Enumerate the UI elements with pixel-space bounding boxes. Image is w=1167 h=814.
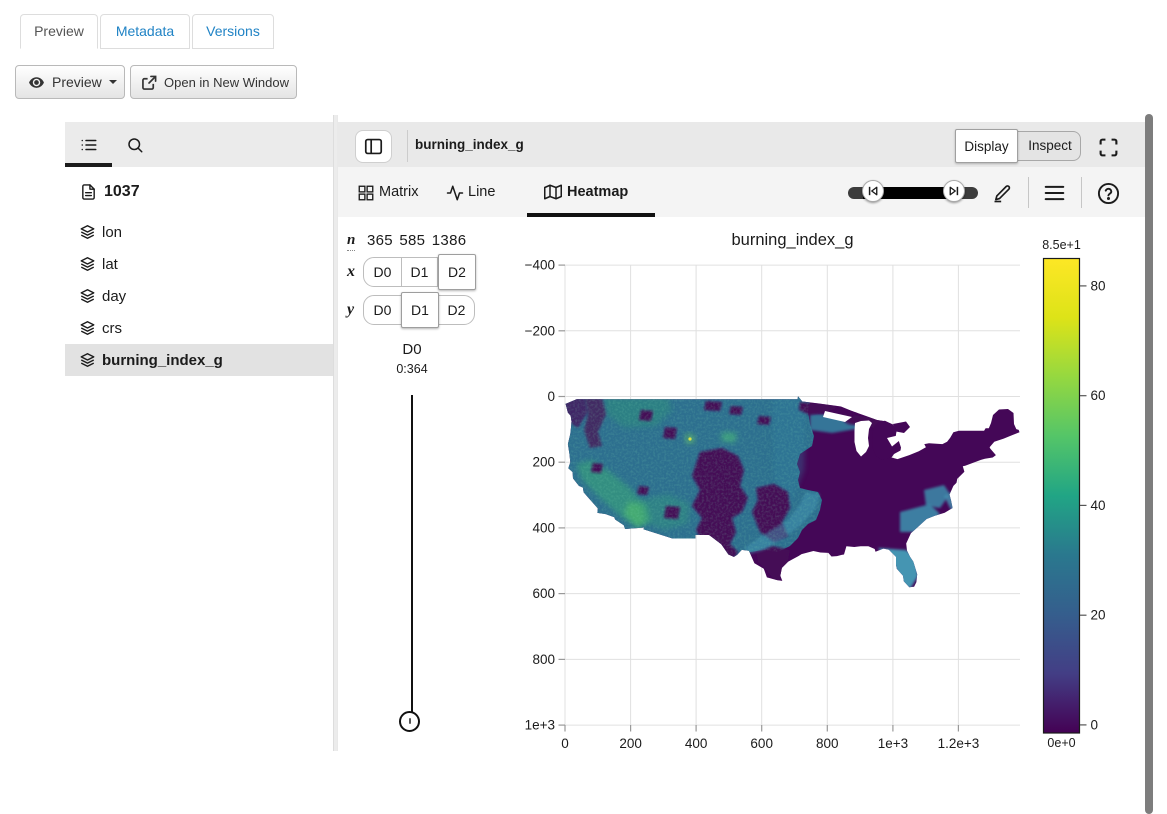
svg-text:800: 800 [816, 736, 839, 751]
svg-text:80: 80 [1091, 278, 1106, 293]
svg-text:400: 400 [532, 520, 555, 535]
svg-text:800: 800 [532, 652, 555, 667]
svg-text:400: 400 [685, 736, 708, 751]
svg-text:600: 600 [750, 736, 773, 751]
svg-text:20: 20 [1091, 608, 1106, 623]
svg-text:600: 600 [532, 586, 555, 601]
svg-text:0: 0 [1091, 717, 1099, 732]
svg-text:0: 0 [547, 389, 555, 404]
svg-text:60: 60 [1091, 388, 1106, 403]
svg-text:200: 200 [619, 736, 642, 751]
svg-text:200: 200 [532, 455, 555, 470]
svg-text:1.2e+3: 1.2e+3 [938, 736, 980, 751]
svg-text:8.5e+1: 8.5e+1 [1042, 238, 1081, 252]
svg-text:1e+3: 1e+3 [525, 718, 555, 733]
svg-text:0e+0: 0e+0 [1047, 736, 1075, 750]
svg-text:−200: −200 [525, 323, 555, 338]
svg-text:burning_index_g: burning_index_g [731, 231, 853, 249]
svg-text:0: 0 [561, 736, 569, 751]
svg-text:40: 40 [1091, 498, 1106, 513]
svg-text:−400: −400 [525, 258, 555, 273]
svg-text:1e+3: 1e+3 [878, 736, 908, 751]
